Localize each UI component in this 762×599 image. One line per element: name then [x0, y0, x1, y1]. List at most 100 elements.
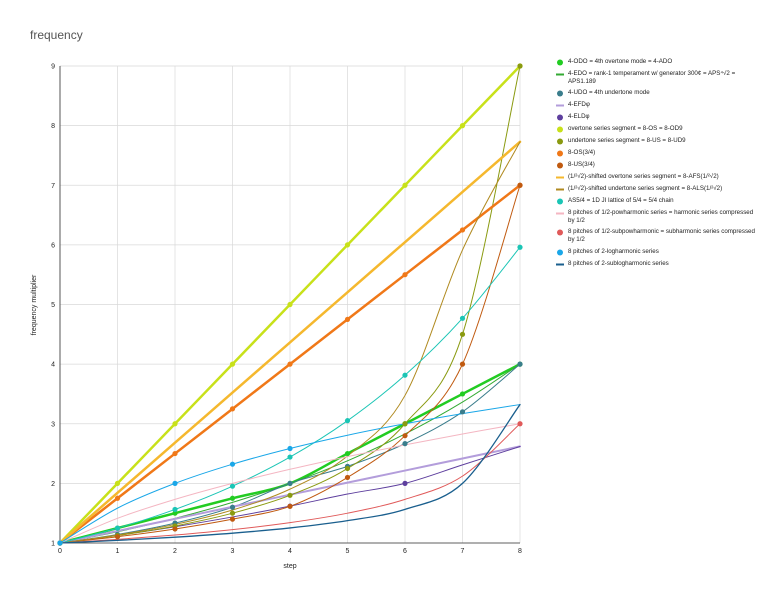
- y-tick-label: 1: [51, 541, 55, 548]
- series-6-point: [402, 182, 408, 188]
- legend-label: (1/²√2)-shifted overtone series segment …: [568, 173, 719, 181]
- series-12-point: [402, 372, 408, 378]
- series-9-point: [229, 516, 236, 522]
- legend-label: overtone series segment = 8-OS = 8-OD9: [568, 125, 683, 133]
- legend-swatch: [556, 212, 564, 215]
- series-10-line: [58, 140, 522, 545]
- series-7-point: [517, 63, 523, 69]
- series-7-point: [229, 510, 236, 516]
- series-8-point: [459, 227, 466, 233]
- legend-swatch-marker: [557, 198, 563, 205]
- legend-swatch-marker: [557, 59, 563, 66]
- series-8-point: [172, 450, 178, 457]
- series-9-point: [402, 433, 408, 439]
- legend-item: 4-ODO = 4th overtone mode = 4-ADO: [556, 58, 756, 66]
- series-8-point: [287, 361, 293, 367]
- series-9-point: [344, 474, 351, 481]
- legend-item: AS5/4 = 1D JI lattice of 5/4 = 5/4 chain: [556, 197, 756, 205]
- series-11-line: [59, 141, 521, 544]
- series-12-point: [229, 483, 236, 489]
- series-12-point: [172, 506, 178, 513]
- legend-item: 8-US(3/4): [556, 161, 756, 169]
- legend-item: 8 pitches of 2-sublogharmonic series: [556, 260, 756, 268]
- legend-swatch: [557, 162, 563, 169]
- series-9-point: [459, 361, 466, 367]
- legend-item: 4-EDO = rank-1 temperament w/ generator …: [556, 70, 756, 85]
- legend-label: 8-US(3/4): [568, 161, 595, 169]
- series-12-line: [59, 246, 521, 544]
- series-1-point: [229, 495, 236, 501]
- series-12-point: [517, 244, 523, 250]
- series-3-point: [287, 480, 293, 486]
- series-14-line: [59, 423, 521, 544]
- series-8-point: [114, 495, 121, 501]
- series-3-point: [517, 361, 523, 367]
- legend-item: overtone series segment = 8-OS = 8-OD9: [556, 125, 756, 133]
- legend-item: 4-ELDφ: [556, 113, 756, 121]
- legend-label: 8 pitches of 2-logharmonic series: [568, 247, 659, 255]
- series-3-point: [229, 504, 236, 510]
- legend: 4-ODO = 4th overtone mode = 4-ADO 4-EDO =…: [556, 58, 756, 272]
- series-15-point: [287, 445, 293, 452]
- series-8-point: [229, 406, 236, 412]
- y-tick-label: 9: [51, 64, 55, 71]
- legend-swatch-marker: [557, 249, 563, 256]
- legend-label: 4-ODO = 4th overtone mode = 4-ADO: [568, 58, 673, 65]
- legend-swatch: [556, 104, 564, 107]
- legend-swatch: [557, 198, 563, 205]
- series-6-point: [344, 242, 351, 248]
- x-tick-label: 4: [288, 548, 292, 555]
- legend-swatch: [557, 114, 563, 121]
- legend-label: 8-OS(3/4): [568, 149, 596, 157]
- x-tick-label: 2: [173, 548, 177, 555]
- legend-label: 8 pitches of 2-sublogharmonic series: [568, 259, 669, 267]
- y-tick-label: 4: [51, 362, 55, 369]
- series-15-point: [229, 461, 236, 467]
- x-axis-label: step: [283, 563, 296, 570]
- series-9-point: [172, 526, 178, 532]
- legend-swatch: [557, 59, 563, 66]
- legend-swatch-marker: [557, 114, 563, 121]
- series-7-point: [402, 421, 408, 427]
- y-tick-label: 6: [51, 242, 55, 249]
- series-3-point: [402, 441, 408, 447]
- series-markers: [57, 63, 523, 546]
- legend-swatch-marker: [557, 126, 563, 133]
- legend-item: 4-EFDφ: [556, 101, 756, 109]
- series-1-point: [459, 391, 466, 397]
- legend-swatch-marker: [557, 150, 563, 157]
- series-15-point: [172, 480, 178, 486]
- series-6-point: [459, 123, 466, 129]
- legend-label: 4-ELDφ: [568, 113, 590, 121]
- legend-item: 8 pitches of 1/2-subpowharmonic = subhar…: [556, 228, 756, 243]
- x-tick-label: 1: [116, 548, 120, 555]
- legend-label: undertone series segment = 8-US = 8-UD9: [568, 137, 686, 145]
- series-5-point: [402, 480, 408, 486]
- series-3-point: [459, 409, 466, 415]
- legend-label: 4-UDO = 4th undertone mode: [568, 89, 650, 97]
- series-8-point: [344, 316, 351, 323]
- y-tick-label: 5: [51, 302, 55, 309]
- series-6-point: [172, 421, 178, 427]
- x-tick-label: 8: [518, 548, 522, 555]
- legend-swatch: [557, 126, 563, 133]
- series-7-point: [459, 331, 466, 337]
- y-tick-label: 3: [51, 421, 55, 428]
- legend-item: 8 pitches of 1/2-powharmonic series = ha…: [556, 209, 756, 224]
- legend-swatch: [556, 188, 564, 191]
- legend-item: (1/²√2)-shifted overtone series segment …: [556, 173, 756, 181]
- series-9-point: [114, 534, 121, 540]
- legend-swatch: [557, 138, 563, 145]
- legend-label: 4-EDO = rank-1 temperament w/ generator …: [568, 70, 736, 85]
- series-7-line: [59, 65, 521, 544]
- series-12-point: [459, 315, 466, 321]
- y-tick-label: 2: [51, 481, 55, 488]
- x-tick-label: 6: [403, 548, 407, 555]
- series-14-point: [517, 421, 523, 427]
- x-tick-label: 7: [461, 548, 465, 555]
- legend-item: (1/²√2)-shifted undertone series segment…: [556, 185, 756, 193]
- legend-swatch: [556, 73, 564, 76]
- legend-label: 8 pitches of 1/2-powharmonic series = ha…: [568, 209, 754, 224]
- legend-swatch-marker: [557, 90, 563, 97]
